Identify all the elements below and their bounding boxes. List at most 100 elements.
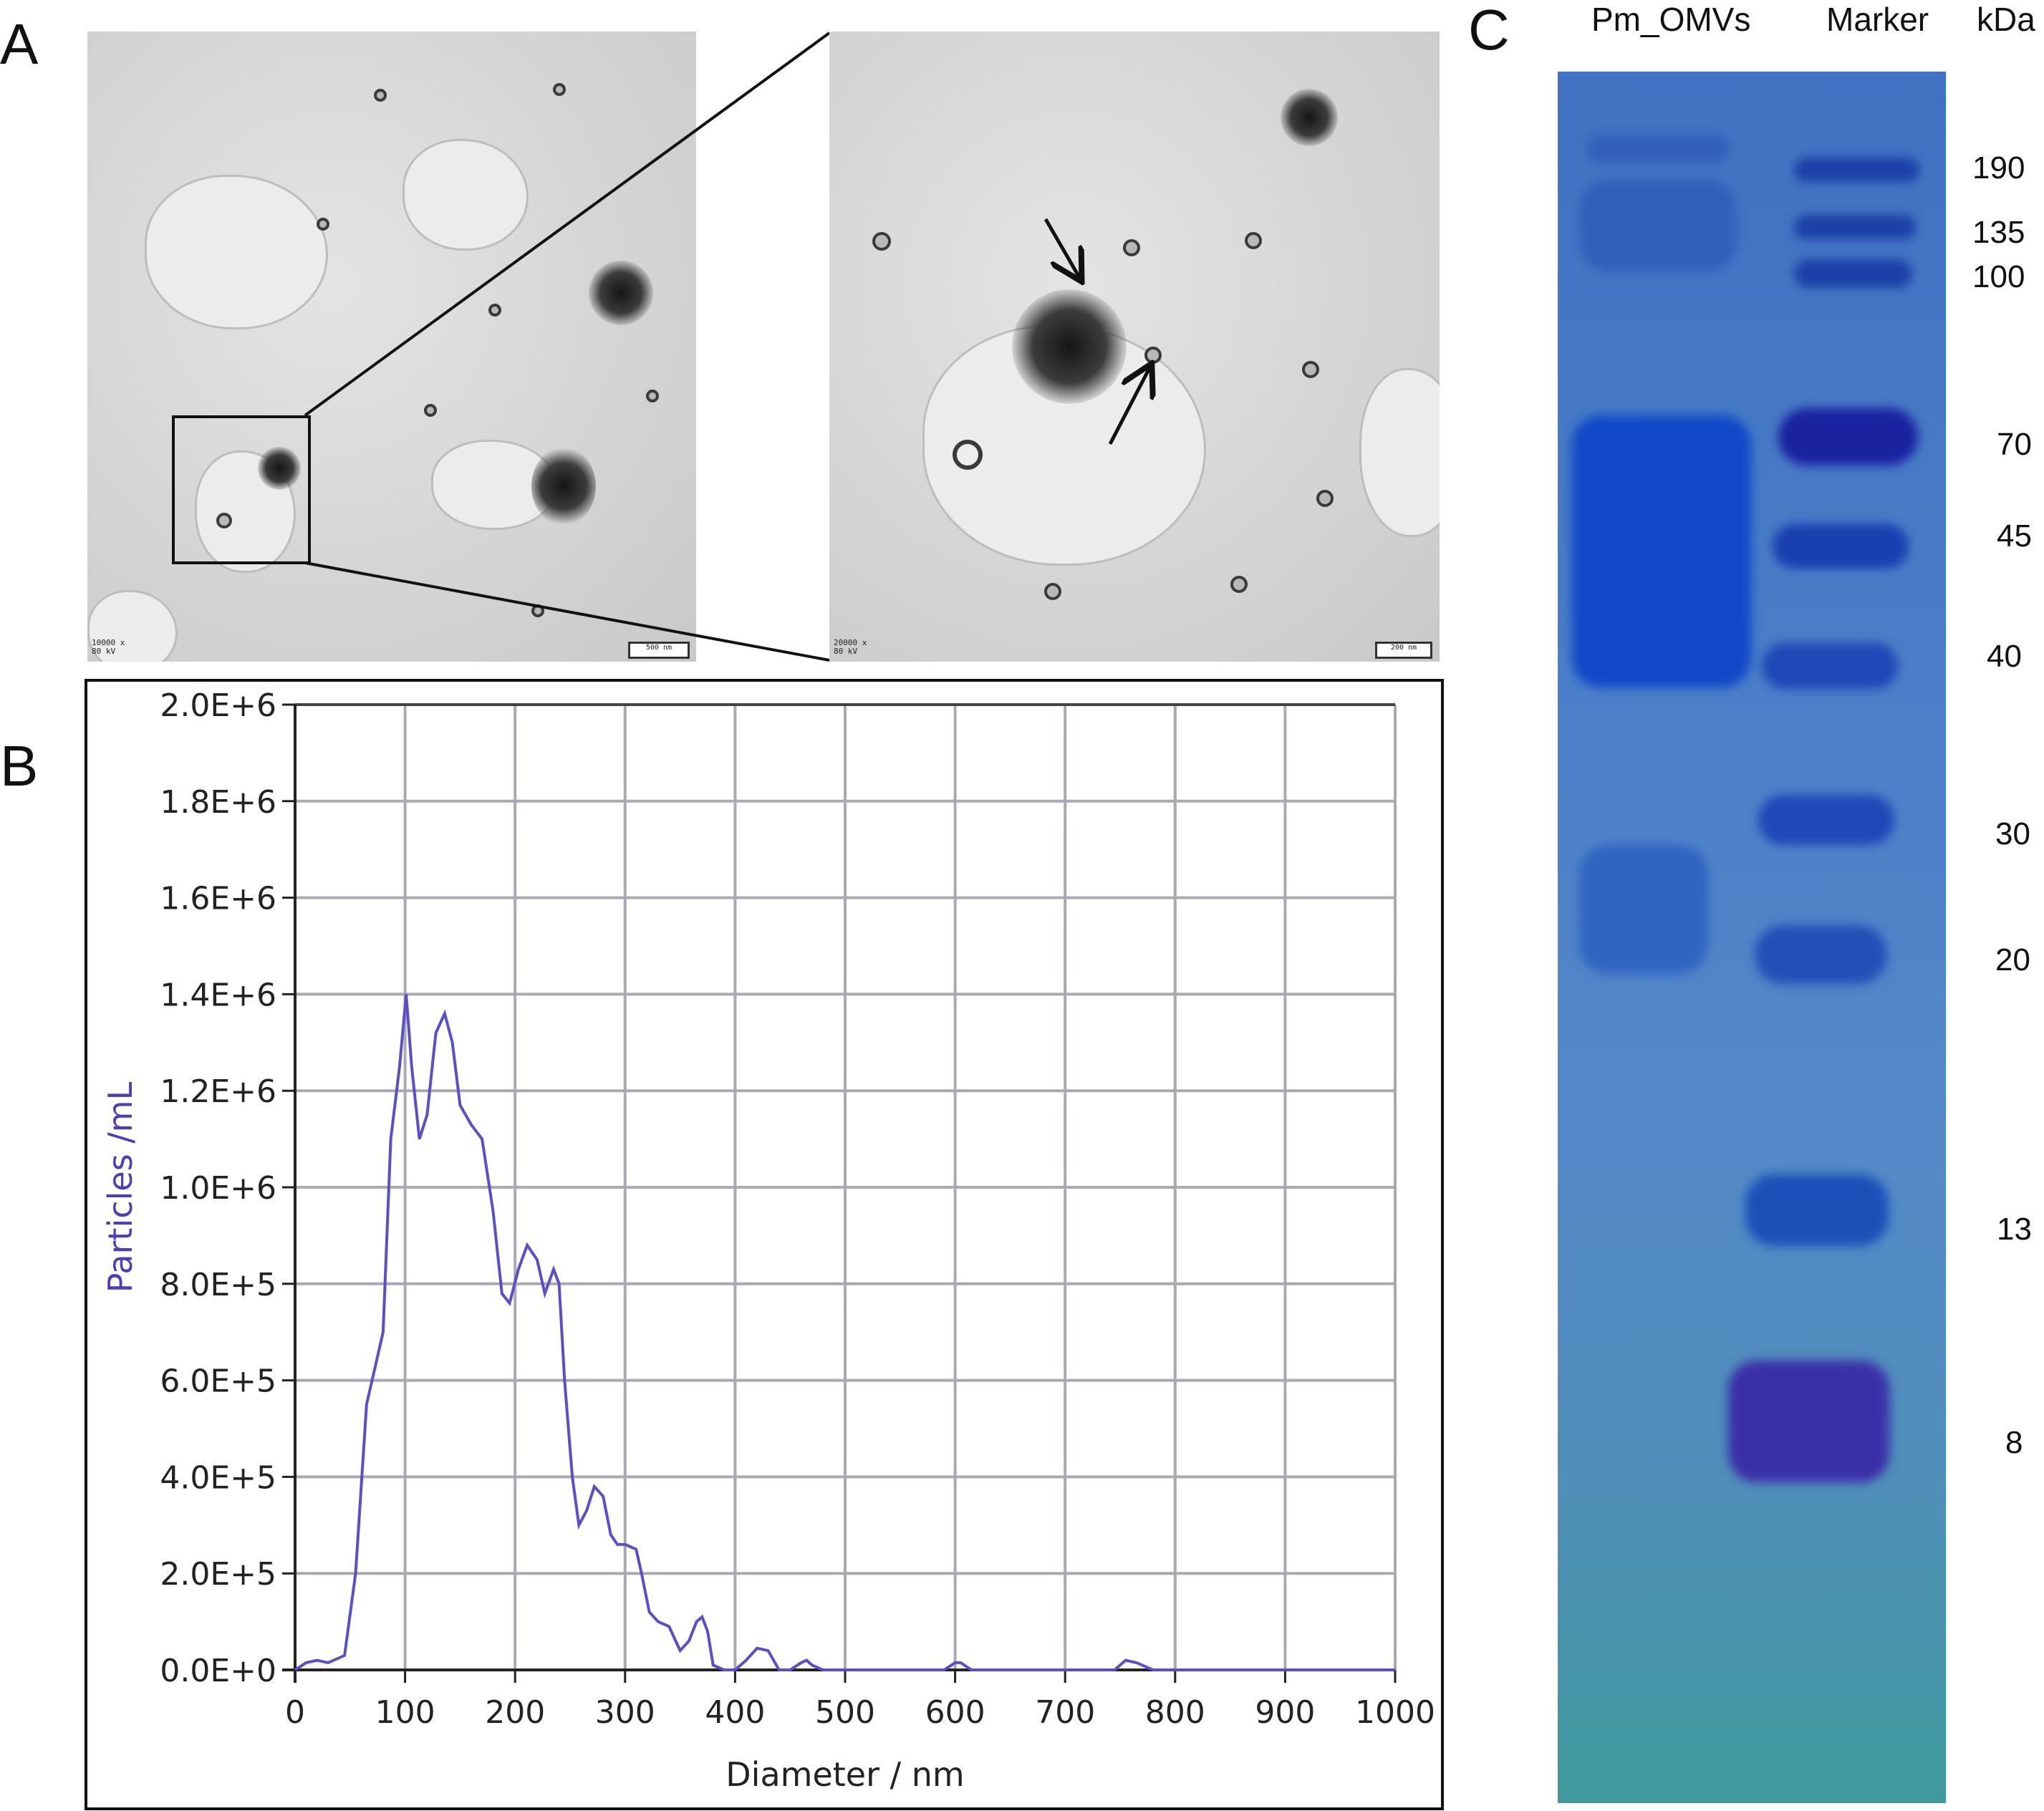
vesicle xyxy=(872,232,891,251)
nta-chart-frame: 0 100 200 300 400 500 600 700 800 900 1000 0.0E+0 2.… xyxy=(85,679,1444,1810)
kda-label: 70 xyxy=(1997,427,2032,462)
arrow-annotations xyxy=(1043,218,1440,445)
chart-axes: 0 100 200 300 400 500 600 700 800 900 1000 0.0E+0 2.… xyxy=(160,687,1435,1731)
voltage-value: 80 kV xyxy=(834,647,858,657)
y-tick-label: 2.0E+5 xyxy=(160,1556,276,1593)
x-tick-label: 900 xyxy=(1255,1694,1315,1731)
voltage-value: 80 kV xyxy=(92,647,116,657)
vesicle-aggregate xyxy=(1281,89,1338,146)
lane-label-marker: Marker xyxy=(1826,1,1929,38)
y-tick-label: 0.0E+0 xyxy=(160,1653,276,1689)
kda-label: 45 xyxy=(1997,518,2032,554)
arrow-icon xyxy=(1108,367,1150,445)
scale-bar-label: 500 nm xyxy=(645,644,673,652)
x-axis-title: Diameter / nm xyxy=(725,1755,964,1794)
scale-bar: 200 nm xyxy=(1375,642,1432,659)
grid-hole xyxy=(402,139,529,251)
kda-label: 20 xyxy=(1995,942,2030,977)
sds-page-gel xyxy=(1558,72,1946,1803)
grid-hole xyxy=(145,175,328,329)
magnification-label: 20000 x 80 kV xyxy=(834,638,867,657)
panel-label-c: C xyxy=(1468,0,1510,62)
kda-label: 40 xyxy=(1987,639,2022,674)
nta-chart: 0 100 200 300 400 500 600 700 800 900 1000 0.0E+0 2.… xyxy=(101,687,1435,1794)
magnification-value: 10000 x xyxy=(92,638,125,647)
marker-band-30 xyxy=(1758,795,1894,845)
vesicle xyxy=(1230,576,1248,593)
panel-label-a: A xyxy=(0,12,39,76)
vesicle xyxy=(424,404,437,417)
tem-zoom-image: 20000 x 80 kV 200 nm xyxy=(829,32,1440,662)
y-tick-label: 1.6E+6 xyxy=(160,881,276,917)
y-tick-label: 8.0E+5 xyxy=(160,1267,276,1303)
marker-band-8 xyxy=(1728,1361,1889,1482)
y-tick-label: 6.0E+5 xyxy=(160,1363,276,1400)
gel-band xyxy=(1579,845,1708,974)
vesicle xyxy=(1316,490,1334,507)
grid-hole xyxy=(1359,368,1440,537)
y-tick-label: 1.2E+6 xyxy=(160,1073,276,1110)
vesicle-aggregate xyxy=(589,261,653,325)
x-tick-label: 100 xyxy=(375,1694,435,1731)
marker-band-40 xyxy=(1762,643,1898,689)
magnification-value: 20000 x xyxy=(834,638,867,647)
kda-label: 135 xyxy=(1972,215,2025,250)
vesicle xyxy=(488,304,501,317)
marker-band-135 xyxy=(1794,215,1916,239)
marker-band-20 xyxy=(1755,925,1887,984)
chart-grid xyxy=(294,703,1397,1671)
vesicle xyxy=(216,513,232,528)
y-tick-label: 1.0E+6 xyxy=(160,1170,276,1207)
vesicle xyxy=(1302,361,1319,378)
size-distribution-line xyxy=(294,994,1395,1671)
vesicle xyxy=(1044,583,1061,600)
scale-bar-label: 200 nm xyxy=(1390,644,1417,652)
x-tick-label: 600 xyxy=(925,1694,985,1731)
vesicle xyxy=(646,390,659,402)
vesicle xyxy=(1245,232,1262,249)
marker-band-190 xyxy=(1794,158,1919,182)
x-tick-label: 500 xyxy=(815,1694,875,1731)
grid-hole xyxy=(87,590,178,662)
x-tick-label: 700 xyxy=(1035,1694,1095,1731)
y-tick-label: 1.4E+6 xyxy=(160,977,276,1013)
panel-label-b: B xyxy=(0,734,39,798)
marker-band-13 xyxy=(1745,1174,1889,1246)
gel-band xyxy=(1579,179,1737,272)
vesicle xyxy=(953,440,983,470)
y-axis-title: Particles /mL xyxy=(101,1081,140,1293)
zoom-region-box xyxy=(172,415,311,564)
marker-band-45 xyxy=(1773,524,1909,569)
vesicle-aggregate xyxy=(1012,289,1127,404)
scale-bar: 500 nm xyxy=(628,642,690,659)
x-tick-label: 0 xyxy=(285,1694,305,1731)
vesicle xyxy=(553,83,566,96)
x-tick-label: 1000 xyxy=(1355,1694,1435,1731)
arrow-icon xyxy=(1043,218,1080,279)
connector-line-top xyxy=(304,32,831,417)
kda-label: 190 xyxy=(1972,150,2025,185)
y-tick-label: 2.0E+6 xyxy=(160,687,276,724)
vesicle xyxy=(317,218,329,231)
vesicle xyxy=(1123,239,1140,256)
kda-label: 8 xyxy=(2005,1425,2023,1460)
tem-overview-image: 10000 x 80 kV 500 nm xyxy=(87,32,696,662)
gel-band xyxy=(1586,135,1730,163)
x-tick-label: 400 xyxy=(705,1694,765,1731)
connector-line-bottom xyxy=(304,561,830,662)
lane-label-sample: Pm_OMVs xyxy=(1591,1,1751,38)
vesicle-aggregate xyxy=(258,447,301,490)
kda-unit-label: kDa xyxy=(1977,1,2035,38)
vesicle xyxy=(374,89,387,102)
marker-band-70 xyxy=(1778,408,1918,465)
gel-band xyxy=(1572,415,1751,687)
y-tick-label: 1.8E+6 xyxy=(160,784,276,821)
kda-label: 30 xyxy=(1995,816,2030,851)
kda-label: 13 xyxy=(1997,1212,2032,1247)
y-tick-label: 4.0E+5 xyxy=(160,1459,276,1496)
x-tick-label: 300 xyxy=(595,1694,655,1731)
x-tick-label: 800 xyxy=(1145,1694,1205,1731)
marker-band-100 xyxy=(1794,259,1912,288)
kda-label: 100 xyxy=(1972,259,2025,294)
